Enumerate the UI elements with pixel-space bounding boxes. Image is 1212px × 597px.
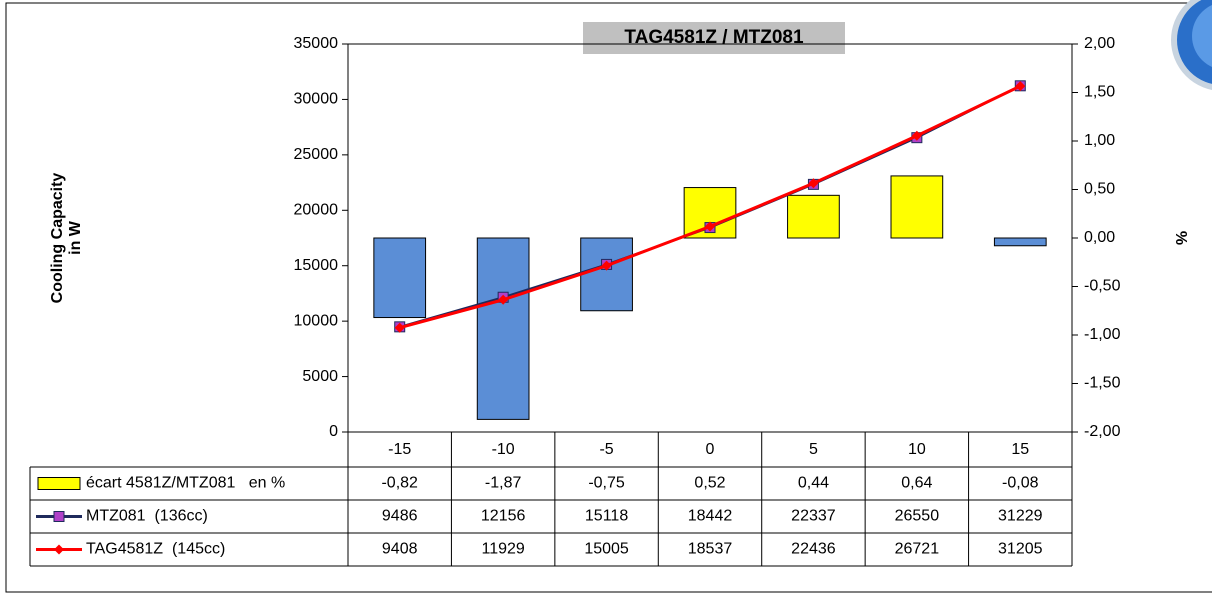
table-value: 0,52 (694, 475, 725, 492)
table-value: 22436 (791, 541, 836, 558)
legend-label: MTZ081 (136cc) (86, 508, 208, 525)
table-value: 0,44 (798, 475, 829, 492)
y2-tick-label: -1,50 (1084, 375, 1121, 392)
chart-title: TAG4581Z / MTZ081 (624, 27, 804, 48)
bar (476, 237, 530, 420)
decor-icon (1171, 0, 1212, 90)
bar (787, 194, 840, 239)
marker (601, 260, 612, 271)
x-tick-label: 0 (706, 441, 715, 458)
bar (373, 237, 427, 319)
table-value: 18442 (688, 508, 733, 525)
table-value: 15118 (585, 508, 628, 525)
x-tick-label: -5 (599, 441, 613, 458)
marker (1015, 81, 1026, 92)
x-tick-label: 15 (1011, 441, 1029, 458)
marker (498, 294, 509, 305)
x-tick-label: -10 (492, 441, 515, 458)
table-value: 31205 (998, 541, 1043, 558)
table-value: 11929 (481, 541, 524, 558)
y-tick-label: 0 (329, 423, 338, 440)
x-tick-label: -15 (388, 441, 411, 458)
table-value: -0,08 (1002, 475, 1039, 492)
table-value: 15005 (584, 541, 629, 558)
y2-tick-label: -2,00 (1084, 423, 1121, 440)
table-value: 18537 (688, 541, 733, 558)
y2-tick-label: 0,50 (1084, 181, 1115, 198)
y2-axis-label: % (1172, 231, 1189, 245)
marker (394, 322, 405, 333)
y2-tick-label: 2,00 (1084, 35, 1115, 52)
x-tick-label: 5 (809, 441, 818, 458)
marker (705, 221, 715, 232)
y2-tick-label: 1,00 (1084, 132, 1115, 149)
x-tick-label: 10 (908, 441, 926, 458)
legend-label: TAG4581Z (145cc) (86, 541, 225, 558)
y2-tick-label: 0,00 (1084, 229, 1115, 246)
y-tick-label: 20000 (294, 202, 339, 219)
y-axis-label: in W (67, 220, 84, 255)
y-tick-label: 25000 (294, 146, 339, 163)
bar (890, 175, 944, 239)
y2-tick-label: -1,00 (1084, 326, 1121, 343)
table-value: -1,87 (485, 475, 522, 492)
y-axis-label: Cooling Capacity (49, 173, 66, 304)
bar (580, 237, 633, 312)
y-tick-label: 30000 (294, 91, 339, 108)
table-value: 22337 (791, 508, 836, 525)
table-value: 9486 (382, 508, 418, 525)
y-tick-label: 15000 (294, 257, 339, 274)
table-value: 26550 (895, 508, 940, 525)
marker (53, 511, 65, 522)
marker (808, 178, 819, 189)
table-value: 31229 (998, 508, 1043, 525)
bar (993, 237, 1047, 247)
y2-tick-label: 1,50 (1084, 84, 1115, 101)
table-value: -0,82 (381, 475, 418, 492)
table-value: 12156 (481, 508, 526, 525)
marker (911, 130, 922, 141)
marker (54, 544, 64, 555)
legend-label: écart 4581Z/MTZ081 en % (86, 475, 285, 492)
y2-tick-label: -0,50 (1084, 278, 1121, 295)
table-value: -0,75 (588, 475, 625, 492)
table-value: 26721 (895, 541, 940, 558)
table-value: 9408 (382, 541, 418, 558)
y-tick-label: 35000 (294, 35, 339, 52)
legend-key (37, 477, 81, 490)
y-tick-label: 10000 (294, 312, 339, 329)
title-box (583, 22, 845, 54)
table-value: 0,64 (901, 475, 932, 492)
y-tick-label: 5000 (302, 368, 338, 385)
